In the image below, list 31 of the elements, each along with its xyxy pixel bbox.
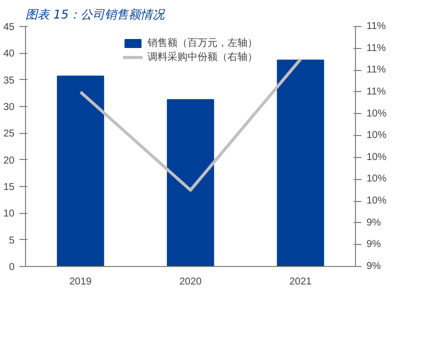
legend-label: 调料采购中份额（右轴） — [148, 50, 258, 64]
y2-tick-label: 9% — [366, 261, 382, 272]
y-tick-label: 5 — [8, 235, 15, 246]
y-tick-label: 15 — [3, 182, 15, 193]
y2-tick-label: 9% — [366, 239, 382, 250]
y-tick-label: 40 — [3, 48, 15, 60]
y2-tick-label: 11% — [366, 64, 386, 76]
x-tick-label: 2019 — [69, 276, 92, 288]
y-tick-label: 20 — [3, 155, 15, 166]
legend-label: 销售额（百万元，左轴） — [148, 36, 258, 50]
y-tick-label: 30 — [3, 102, 15, 113]
x-tick-label: 2020 — [179, 276, 202, 288]
x-tick-label: 2021 — [289, 276, 312, 288]
bar — [166, 99, 214, 266]
y2-tick-label: 9% — [366, 217, 382, 228]
bar — [276, 60, 324, 266]
chart-title: 图表 15：公司销售额情况 — [26, 8, 166, 22]
y-tick-label: 10 — [3, 208, 15, 220]
y-tick-label: 35 — [3, 75, 15, 86]
y2-tick-label: 11% — [366, 86, 386, 98]
y2-tick-label: 10% — [366, 152, 387, 163]
y-tick-label: 25 — [3, 128, 15, 140]
y2-tick-label: 10% — [366, 196, 387, 207]
y2-tick-label: 10% — [366, 174, 387, 185]
y2-tick-label: 11% — [366, 42, 386, 54]
y2-tick-label: 10% — [366, 130, 387, 142]
y-tick-label: 45 — [3, 22, 15, 33]
bar — [56, 76, 104, 266]
y2-tick-label: 10% — [366, 108, 387, 120]
y2-tick-label: 11% — [366, 21, 386, 32]
y-tick-label: 0 — [8, 262, 15, 273]
